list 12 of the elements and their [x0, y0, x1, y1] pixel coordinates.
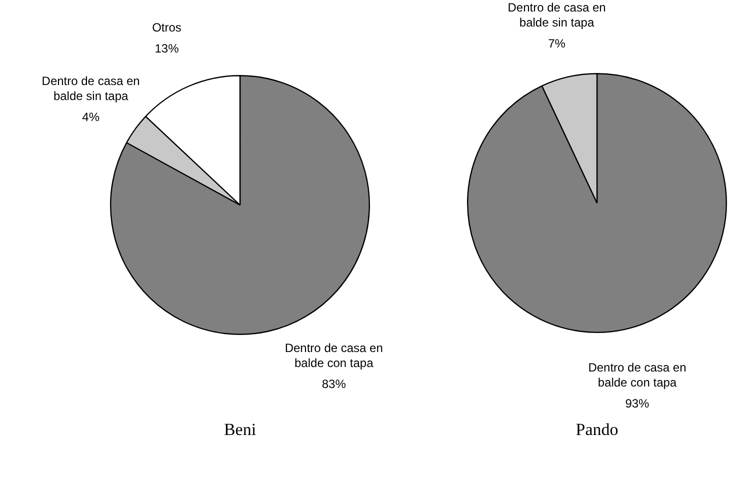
- text: Beni: [222, 420, 258, 440]
- slice-label: Otros: [152, 20, 182, 35]
- data-label: 13%: [154, 42, 180, 56]
- slice-label: Dentro de casa en balde sin tapa: [42, 74, 140, 103]
- data-label: 4%: [82, 110, 100, 124]
- slice-label: Dentro de casa en balde con tapa: [284, 341, 383, 370]
- slice-label: Dentro de casa en balde sin tapa: [508, 0, 606, 30]
- data-label: 93%: [625, 396, 650, 410]
- data-label: 7%: [548, 36, 566, 50]
- text: Pando: [574, 420, 620, 440]
- data-label: 83%: [322, 377, 346, 392]
- slice-label: Dentro de casa en balde con tapa: [588, 360, 686, 390]
